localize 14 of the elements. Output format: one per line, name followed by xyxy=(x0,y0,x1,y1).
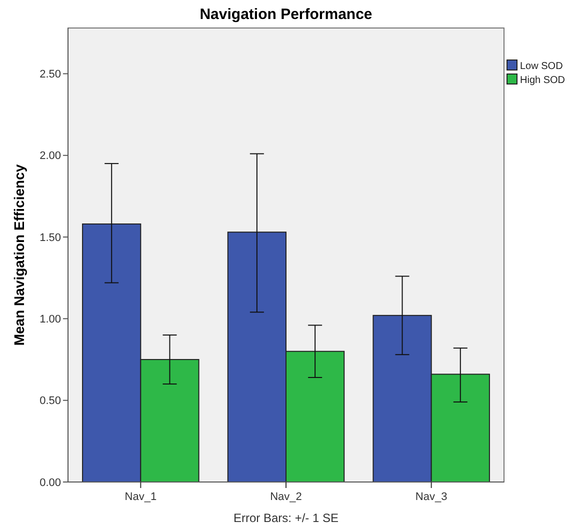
legend-label: High SOD xyxy=(520,75,566,86)
x-tick-label: Nav_2 xyxy=(270,491,302,503)
chart-title: Navigation Performance xyxy=(200,6,372,23)
y-axis-title: Mean Navigation Efficiency xyxy=(11,164,27,346)
y-tick-label: 2.00 xyxy=(40,150,61,162)
y-tick-label: 1.00 xyxy=(40,314,61,326)
text: Error Bars: +/- 1 SE xyxy=(233,511,339,525)
x-tick-label: Nav_3 xyxy=(415,491,448,503)
x-tick-label: Nav_1 xyxy=(124,491,157,503)
y-tick-label: 0.00 xyxy=(40,476,61,489)
legend-label: Low SOD xyxy=(520,61,563,72)
y-tick-label: 0.50 xyxy=(40,395,61,408)
y-tick-label: 1.50 xyxy=(40,232,61,244)
y-tick-label: 2.50 xyxy=(40,68,61,81)
